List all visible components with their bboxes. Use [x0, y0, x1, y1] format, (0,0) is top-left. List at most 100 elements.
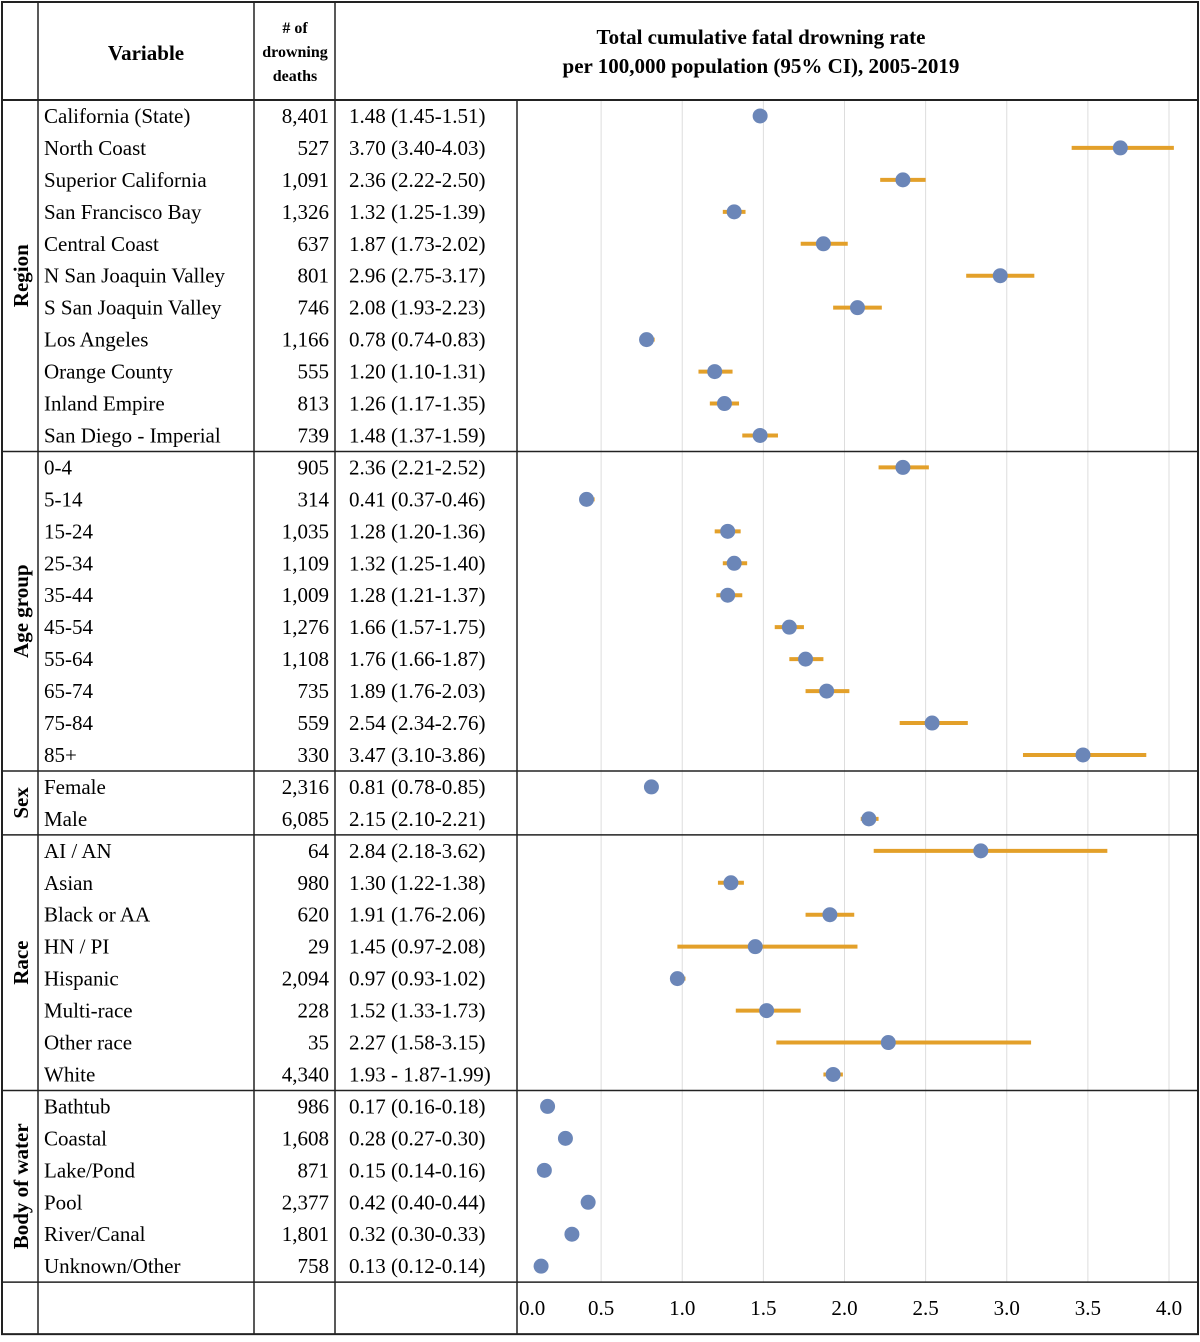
rate-ci-text: 1.87 (1.73-2.02)	[349, 232, 485, 256]
death-count: 8,401	[282, 104, 329, 128]
rate-point	[1112, 140, 1128, 156]
group-label: Sex	[9, 787, 33, 819]
row-label: Central Coast	[44, 232, 159, 256]
deaths-header-line3: deaths	[273, 68, 317, 85]
row-label: 75-84	[44, 711, 93, 735]
rate-ci-text: 0.15 (0.14-0.16)	[349, 1158, 485, 1182]
row-label: 35-44	[44, 583, 93, 607]
row-label: Multi-race	[44, 999, 133, 1023]
rate-point	[720, 523, 736, 539]
death-count: 29	[308, 935, 329, 959]
rate-point	[849, 300, 865, 316]
x-tick-label: 0.5	[588, 1296, 614, 1320]
death-count: 64	[308, 839, 330, 863]
rate-ci-text: 2.15 (2.10-2.21)	[349, 807, 485, 831]
rate-point	[815, 236, 831, 252]
row-label: 0-4	[44, 455, 72, 479]
x-tick-label: 1.5	[750, 1296, 776, 1320]
rate-point	[643, 779, 659, 795]
group-label: Region	[9, 244, 33, 307]
rate-ci-text: 1.48 (1.45-1.51)	[349, 104, 485, 128]
rate-point	[819, 683, 835, 699]
rate-point	[798, 651, 814, 667]
rate-ci-text: 0.42 (0.40-0.44)	[349, 1190, 485, 1214]
rate-ci-text: 1.45 (0.97-2.08)	[349, 935, 485, 959]
row-label: AI / AN	[44, 839, 112, 863]
row-label: 55-64	[44, 647, 93, 671]
rate-point	[580, 1194, 596, 1210]
row-label: Inland Empire	[44, 392, 165, 416]
death-count: 1,326	[282, 200, 329, 224]
row-label: Hispanic	[44, 967, 119, 991]
rate-ci-text: 2.54 (2.34-2.76)	[349, 711, 485, 735]
row-label: Superior California	[44, 168, 207, 192]
rate-point	[861, 811, 877, 827]
death-count: 1,091	[282, 168, 329, 192]
row-label: 45-54	[44, 615, 93, 639]
deaths-header-line2: drowning	[262, 44, 328, 61]
row-label: Bathtub	[44, 1094, 111, 1118]
death-count: 35	[308, 1031, 329, 1055]
row-label: HN / PI	[44, 935, 109, 959]
rate-ci-text: 0.28 (0.27-0.30)	[349, 1126, 485, 1150]
rate-point	[716, 396, 732, 412]
row-label: 65-74	[44, 679, 93, 703]
rate-ci-text: 0.78 (0.74-0.83)	[349, 328, 485, 352]
rate-point	[822, 907, 838, 923]
rate-ci-text: 2.84 (2.18-3.62)	[349, 839, 485, 863]
row-label: S San Joaquin Valley	[44, 296, 222, 320]
row-label: 15-24	[44, 519, 93, 543]
death-count: 4,340	[282, 1062, 329, 1086]
row-label: River/Canal	[44, 1222, 146, 1246]
death-count: 1,109	[282, 551, 329, 575]
rate-ci-text: 1.20 (1.10-1.31)	[349, 360, 485, 384]
chart-title-line2: per 100,000 population (95% CI), 2005-20…	[563, 54, 960, 78]
rate-ci-text: 2.27 (1.58-3.15)	[349, 1031, 485, 1055]
death-count: 735	[298, 679, 330, 703]
rate-point	[723, 875, 739, 891]
death-count: 746	[298, 296, 330, 320]
death-count: 637	[298, 232, 330, 256]
row-label: 5-14	[44, 487, 83, 511]
rate-point	[557, 1130, 573, 1146]
rate-ci-text: 3.47 (3.10-3.86)	[349, 743, 485, 767]
deaths-header-line1: # of	[282, 20, 308, 37]
rate-point	[726, 555, 742, 571]
death-count: 813	[298, 392, 330, 416]
row-label: Male	[44, 807, 87, 831]
death-count: 527	[298, 136, 330, 160]
rate-point	[880, 1035, 896, 1051]
rate-point	[895, 172, 911, 188]
row-label: 85+	[44, 743, 77, 767]
rate-ci-text: 1.28 (1.21-1.37)	[349, 583, 485, 607]
rate-point	[536, 1162, 552, 1178]
variable-header: Variable	[108, 41, 184, 65]
x-tick-label: 3.0	[994, 1296, 1020, 1320]
row-label: California (State)	[44, 104, 190, 128]
rate-ci-text: 1.32 (1.25-1.39)	[349, 200, 485, 224]
death-count: 314	[298, 487, 330, 511]
rate-point	[540, 1098, 556, 1114]
rate-point	[973, 843, 989, 859]
rate-point	[781, 619, 797, 635]
death-count: 986	[298, 1094, 330, 1118]
chart-title-line1: Total cumulative fatal drowning rate	[597, 25, 926, 49]
death-count: 6,085	[282, 807, 329, 831]
rate-point	[752, 427, 768, 443]
rate-ci-text: 1.30 (1.22-1.38)	[349, 871, 485, 895]
x-tick-label: 4.0	[1156, 1296, 1182, 1320]
death-count: 1,166	[282, 328, 329, 352]
death-count: 1,108	[282, 647, 329, 671]
rate-point	[759, 1003, 775, 1019]
row-label: San Francisco Bay	[44, 200, 202, 224]
rate-point	[707, 364, 723, 380]
row-label: Los Angeles	[44, 328, 148, 352]
rate-point	[825, 1066, 841, 1082]
death-count: 871	[298, 1158, 330, 1182]
death-count: 559	[298, 711, 330, 735]
row-label: White	[44, 1062, 95, 1086]
death-count: 801	[298, 264, 330, 288]
row-label: Unknown/Other	[44, 1254, 180, 1278]
row-label: Asian	[44, 871, 93, 895]
